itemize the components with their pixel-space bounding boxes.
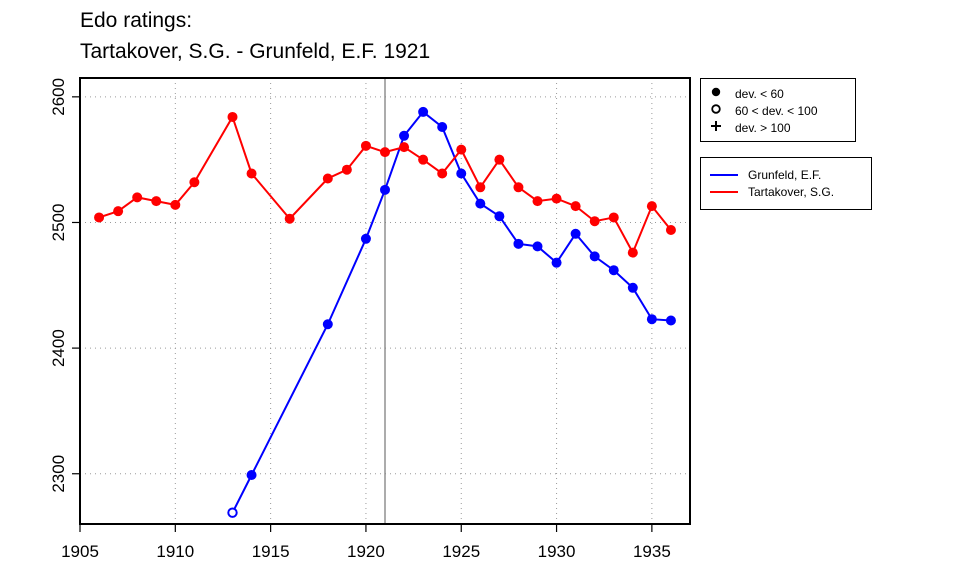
data-point bbox=[380, 184, 390, 195]
legend-row-tartakover: Tartakover, S.G. bbox=[701, 183, 871, 200]
data-point bbox=[360, 233, 371, 244]
data-point bbox=[627, 282, 638, 293]
x-tick-label: 1910 bbox=[156, 542, 194, 561]
chart-title-line-2: Tartakover, S.G. - Grunfeld, E.F. 1921 bbox=[80, 40, 431, 63]
data-point bbox=[113, 206, 124, 217]
x-tick-label: 1905 bbox=[61, 542, 99, 561]
data-point bbox=[418, 106, 429, 117]
data-point bbox=[380, 147, 390, 158]
data-point bbox=[189, 177, 200, 188]
data-point bbox=[94, 212, 105, 223]
series-line bbox=[231, 110, 672, 514]
data-point bbox=[513, 182, 524, 193]
data-point bbox=[322, 173, 333, 184]
legend-label: 60 < dev. < 100 bbox=[735, 103, 818, 118]
data-point bbox=[418, 154, 429, 165]
data-point bbox=[399, 130, 410, 141]
data-point bbox=[494, 211, 505, 222]
x-tick-label: 1915 bbox=[252, 542, 290, 561]
legend-series-label: Tartakover, S.G. bbox=[748, 184, 835, 199]
data-point bbox=[475, 182, 486, 193]
data-point bbox=[646, 201, 657, 212]
data-point bbox=[532, 241, 543, 252]
data-point bbox=[322, 319, 333, 330]
data-point bbox=[570, 228, 581, 239]
data-point bbox=[360, 140, 371, 151]
plus-icon bbox=[701, 120, 731, 135]
data-point bbox=[532, 196, 543, 207]
data-point bbox=[665, 315, 676, 326]
x-tick-label: 1920 bbox=[347, 542, 385, 561]
y-tick-label: 2300 bbox=[49, 455, 68, 493]
data-point bbox=[132, 192, 143, 203]
chart-title-line-1: Edo ratings: bbox=[80, 9, 193, 32]
data-point bbox=[246, 470, 257, 481]
plot-frame bbox=[79, 77, 691, 525]
data-point bbox=[246, 168, 257, 179]
legend-row-dev-60-100: 60 < dev. < 100 bbox=[701, 102, 855, 119]
series-tartakover bbox=[94, 111, 676, 258]
data-point bbox=[170, 199, 181, 210]
x-tick-label: 1925 bbox=[442, 542, 480, 561]
tartakover-line-swatch bbox=[710, 190, 738, 193]
data-point bbox=[399, 142, 410, 153]
data-point bbox=[437, 168, 448, 179]
legend-row-dev-gt-100: dev. > 100 bbox=[701, 119, 855, 136]
data-point bbox=[284, 213, 295, 224]
legend-series-label: Grunfeld, E.F. bbox=[748, 167, 822, 182]
data-point bbox=[551, 193, 562, 204]
legend-label: dev. > 100 bbox=[735, 120, 791, 135]
data-point bbox=[646, 314, 657, 325]
data-point bbox=[341, 164, 352, 175]
y-tick-label: 2500 bbox=[49, 204, 68, 242]
legend-row-dev-lt-60: dev. < 60 bbox=[701, 85, 855, 102]
data-point bbox=[589, 216, 600, 227]
data-point bbox=[227, 111, 238, 122]
data-point bbox=[456, 168, 467, 179]
y-tick-label: 2600 bbox=[49, 78, 68, 116]
filled-circle-icon bbox=[701, 86, 731, 101]
legend-label: dev. < 60 bbox=[735, 86, 784, 101]
data-point bbox=[551, 257, 562, 268]
data-point bbox=[665, 225, 676, 236]
data-point bbox=[475, 198, 486, 209]
data-point bbox=[570, 201, 581, 212]
x-tick-label: 1935 bbox=[633, 542, 671, 561]
series-grunfeld bbox=[227, 106, 676, 518]
y-tick-label: 2400 bbox=[49, 329, 68, 367]
data-point bbox=[151, 196, 162, 207]
legend-row-grunfeld: Grunfeld, E.F. bbox=[701, 166, 871, 183]
series-legend: Grunfeld, E.F. Tartakover, S.G. bbox=[700, 157, 872, 210]
data-point bbox=[437, 121, 448, 132]
grunfeld-line-swatch bbox=[710, 173, 738, 176]
data-point bbox=[494, 154, 505, 165]
data-point bbox=[513, 238, 524, 249]
data-point bbox=[227, 507, 238, 518]
series-line bbox=[98, 114, 672, 255]
data-point bbox=[608, 212, 619, 223]
data-point bbox=[589, 251, 600, 262]
x-tick-label: 1930 bbox=[538, 542, 576, 561]
data-point bbox=[608, 265, 619, 276]
open-circle-icon bbox=[701, 103, 731, 118]
deviation-legend: dev. < 60 60 < dev. < 100 dev. > 100 bbox=[700, 78, 856, 142]
data-point bbox=[456, 144, 467, 155]
data-point bbox=[627, 247, 638, 258]
